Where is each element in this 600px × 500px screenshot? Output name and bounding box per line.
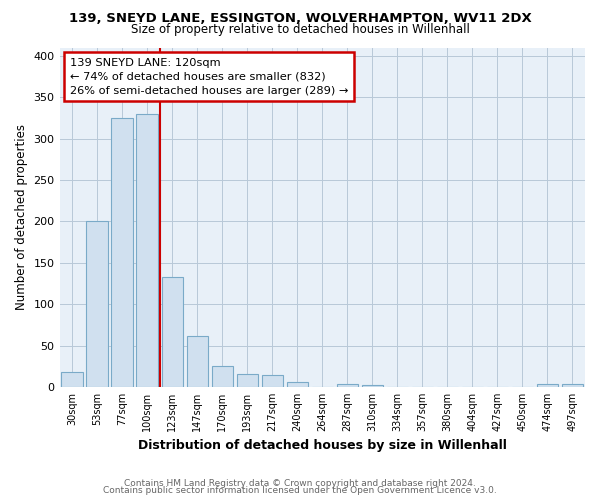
Bar: [337, 384, 358, 387]
Y-axis label: Number of detached properties: Number of detached properties: [15, 124, 28, 310]
Bar: [212, 366, 233, 387]
Bar: [236, 374, 258, 387]
Bar: [136, 114, 158, 387]
Bar: [112, 118, 133, 387]
Bar: [562, 384, 583, 387]
X-axis label: Distribution of detached houses by size in Willenhall: Distribution of detached houses by size …: [138, 440, 507, 452]
Bar: [262, 374, 283, 387]
Text: 139 SNEYD LANE: 120sqm
← 74% of detached houses are smaller (832)
26% of semi-de: 139 SNEYD LANE: 120sqm ← 74% of detached…: [70, 58, 349, 96]
Text: Contains HM Land Registry data © Crown copyright and database right 2024.: Contains HM Land Registry data © Crown c…: [124, 478, 476, 488]
Text: Contains public sector information licensed under the Open Government Licence v3: Contains public sector information licen…: [103, 486, 497, 495]
Text: 139, SNEYD LANE, ESSINGTON, WOLVERHAMPTON, WV11 2DX: 139, SNEYD LANE, ESSINGTON, WOLVERHAMPTO…: [68, 12, 532, 26]
Bar: [287, 382, 308, 387]
Text: Size of property relative to detached houses in Willenhall: Size of property relative to detached ho…: [131, 22, 469, 36]
Bar: [537, 384, 558, 387]
Bar: [161, 277, 183, 387]
Bar: [86, 222, 108, 387]
Bar: [362, 386, 383, 387]
Bar: [61, 372, 83, 387]
Bar: [187, 336, 208, 387]
